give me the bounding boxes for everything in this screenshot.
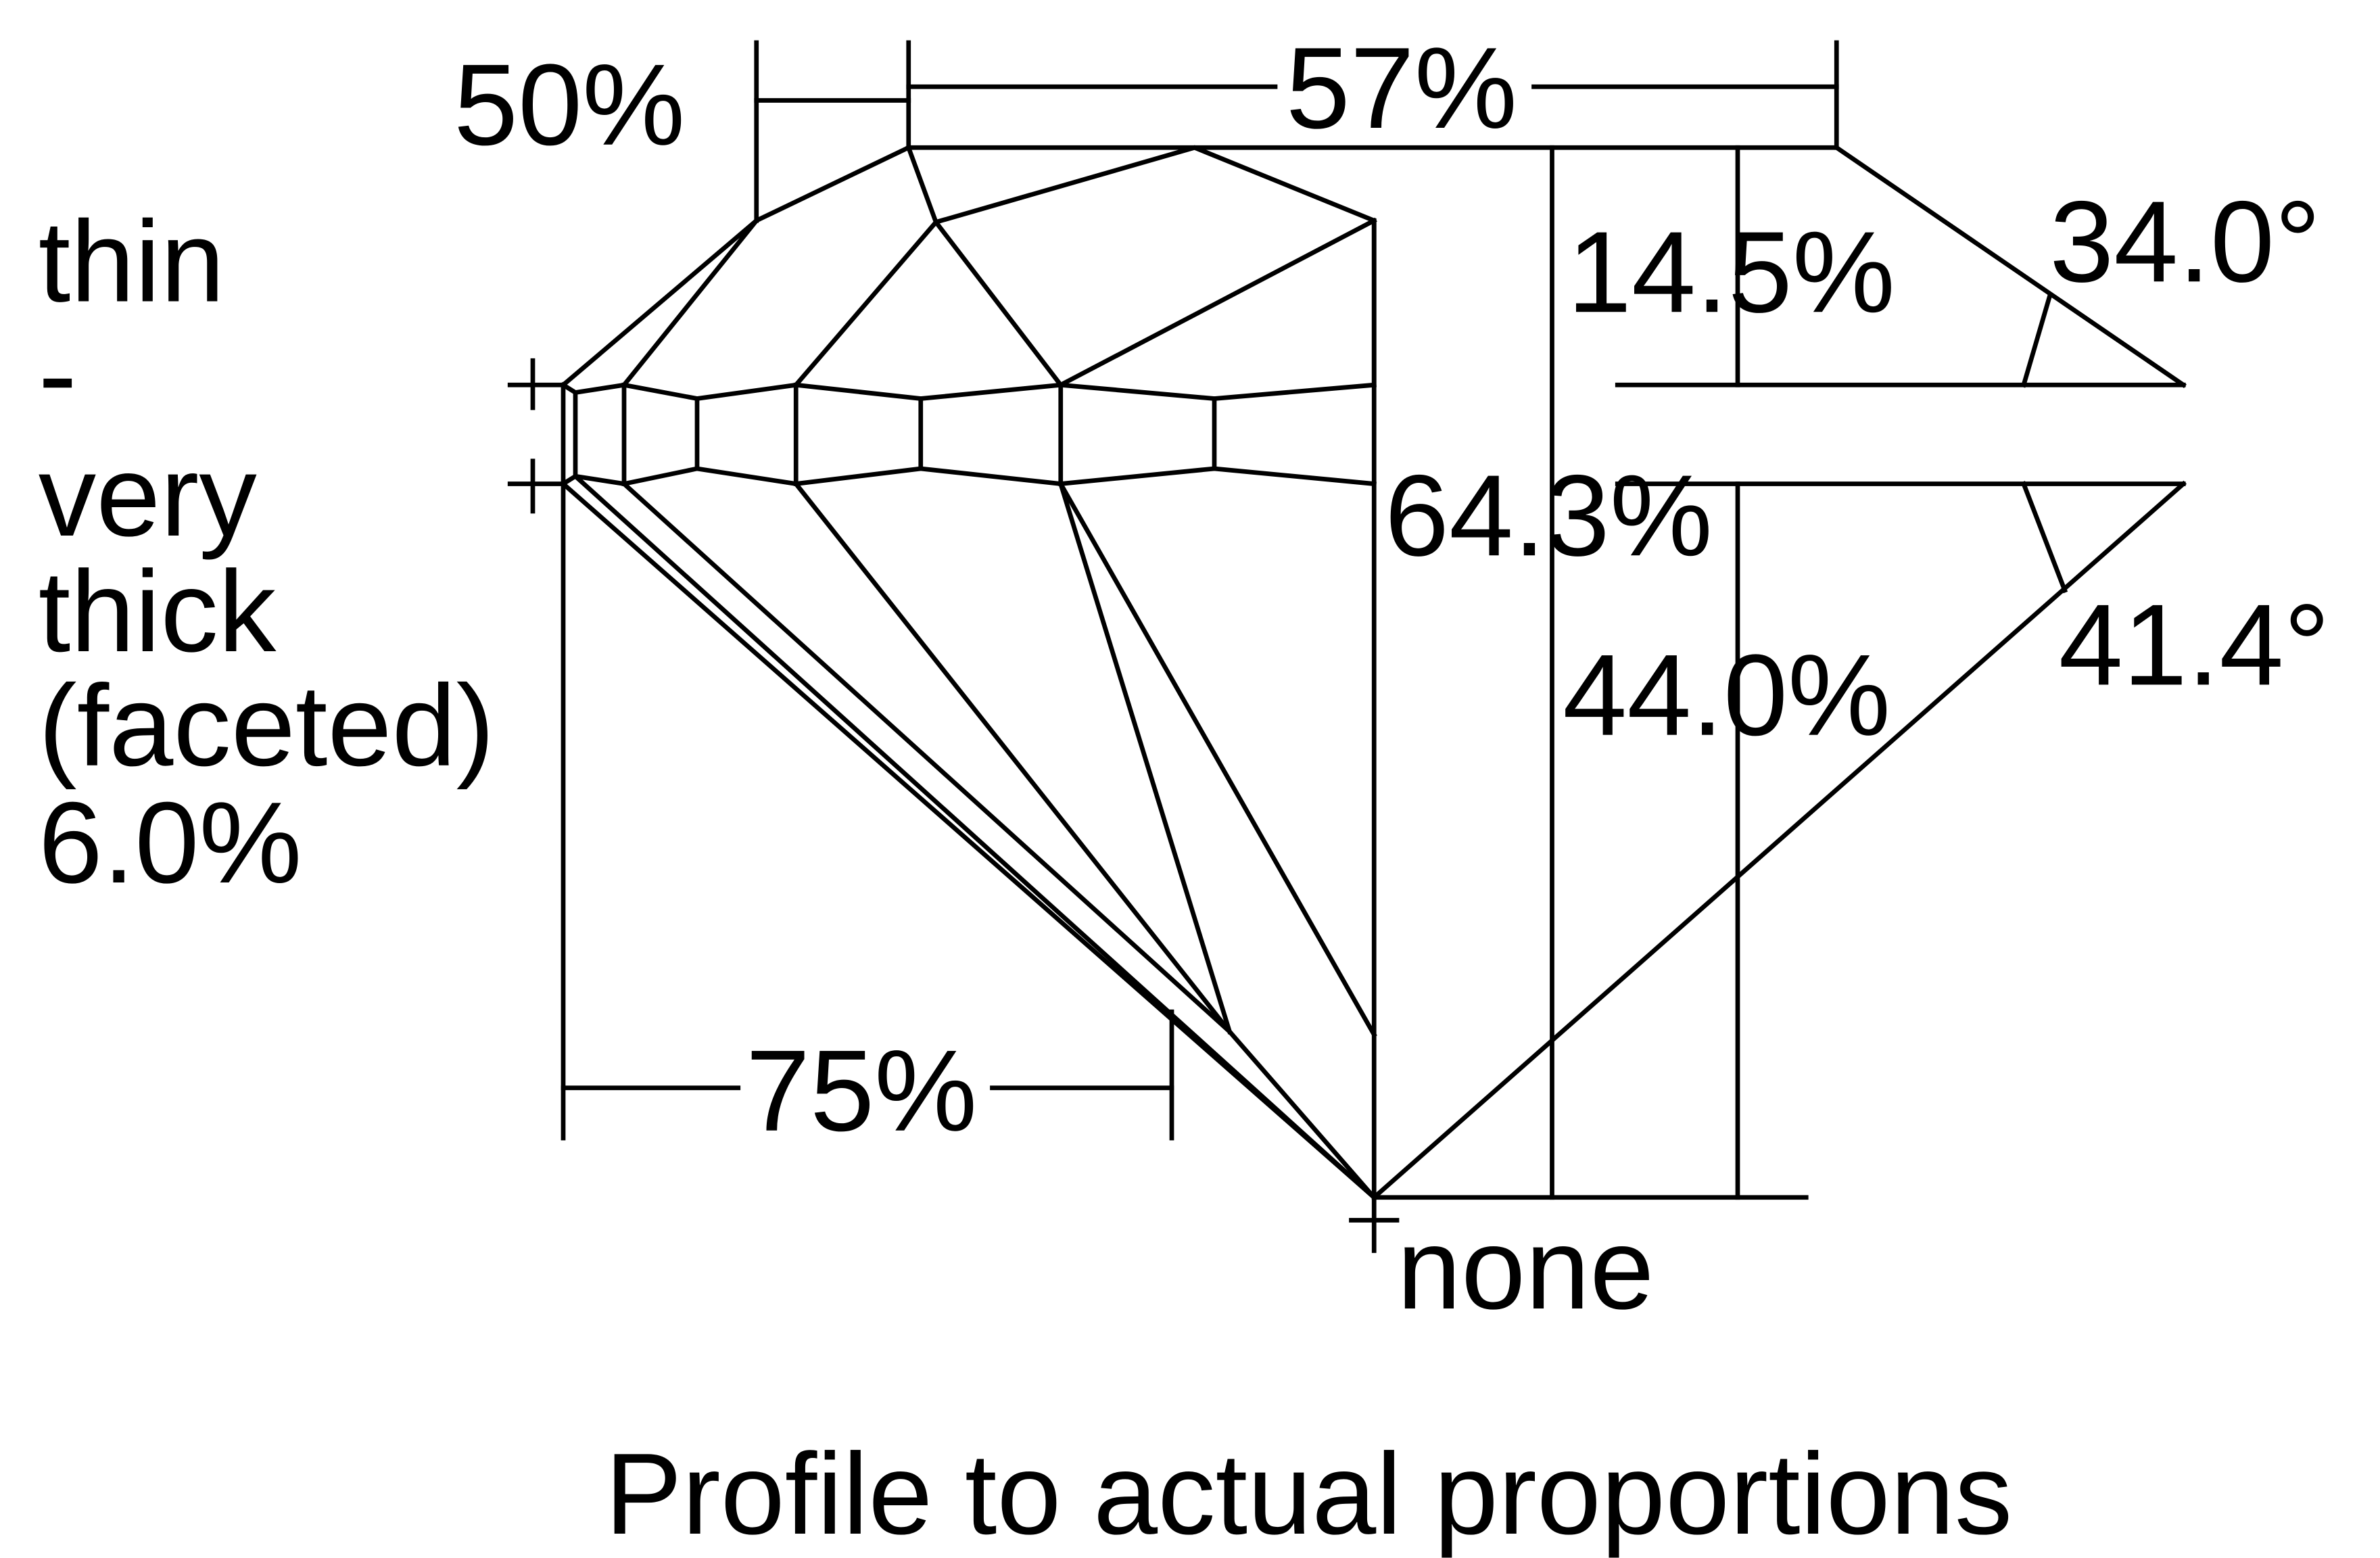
label: 50% [454, 41, 685, 170]
girdle-label: - [39, 310, 77, 439]
label: 44.0% [1563, 631, 1890, 760]
diamond-profile [507, 40, 2187, 1253]
label: 57% [1286, 24, 1517, 153]
girdle-label: 6.0% [39, 778, 302, 907]
label: 64.3% [1385, 451, 1713, 580]
angle-arc [2020, 293, 2053, 388]
label: 75% [746, 1026, 977, 1156]
facet-edge [1057, 481, 1233, 1035]
girdle-label: very [39, 431, 258, 561]
label: none [1397, 1204, 1654, 1333]
label: 14.5% [1567, 208, 1895, 337]
facet-edge [792, 480, 1233, 1035]
facet-edge [572, 473, 1378, 1201]
label: 34.0° [2049, 177, 2320, 306]
caption: Profile to actual proportions [605, 1430, 2013, 1558]
girdle-label: thin [39, 197, 225, 327]
label: 41.4° [2059, 581, 2330, 710]
facet-edge [621, 217, 760, 388]
facet-edge [905, 144, 1064, 388]
girdle-top [560, 381, 1377, 401]
angle-arc [2020, 481, 2068, 594]
girdle-label: thick [39, 547, 277, 676]
girdle-label: (faceted) [39, 661, 495, 790]
girdle-bottom [560, 466, 1377, 488]
facet-edge [1057, 480, 1377, 1038]
facet-edge [1057, 217, 1377, 388]
